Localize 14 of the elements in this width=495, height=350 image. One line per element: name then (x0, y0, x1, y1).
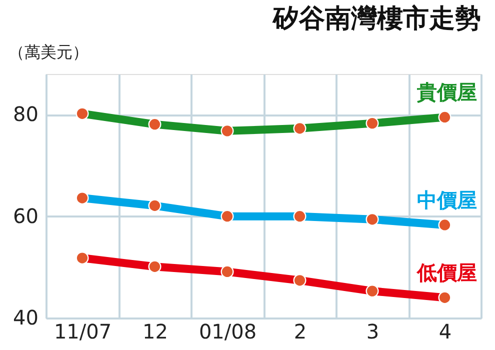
x-tick-label: 3 (366, 320, 380, 344)
y-tick-label: 80 (13, 102, 38, 126)
y-axis-title: （萬美元） (8, 42, 88, 62)
x-tick-label: 12 (142, 320, 168, 344)
x-tick-label: 2 (294, 320, 307, 344)
series-label: 貴價屋 (416, 80, 477, 104)
x-tick-label: 11/07 (54, 320, 112, 344)
chart-title: 矽谷南灣樓市走勢 (272, 4, 481, 34)
x-tick-label: 4 (438, 320, 452, 344)
series-label: 低價屋 (416, 260, 477, 285)
y-tick-label: 40 (13, 306, 38, 330)
y-tick-label: 60 (13, 204, 38, 228)
series-label: 中價屋 (416, 188, 477, 212)
x-tick-label: 01/08 (198, 320, 257, 344)
